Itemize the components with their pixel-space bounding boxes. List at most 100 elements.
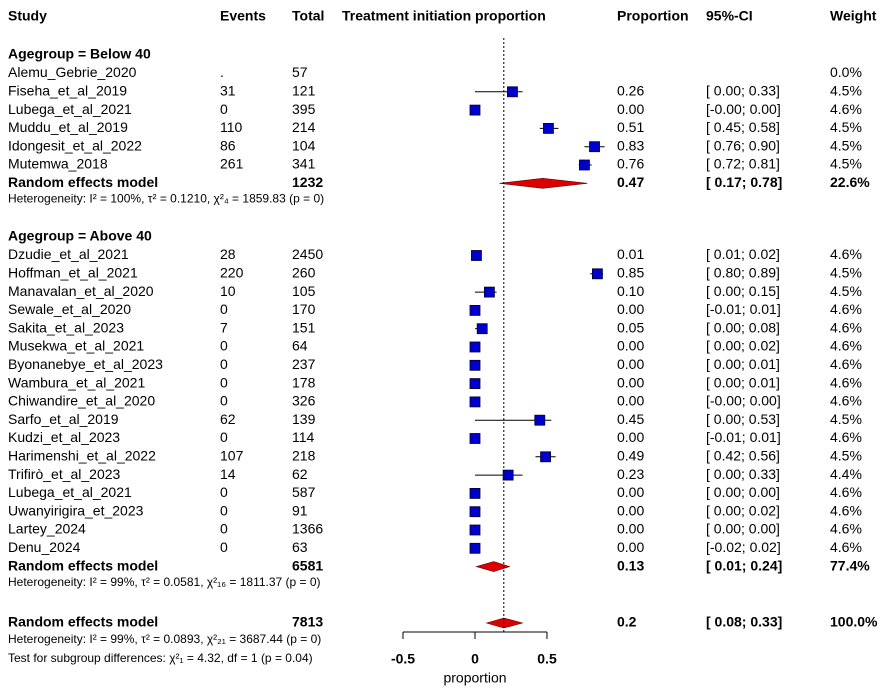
- total: 104: [292, 137, 316, 153]
- proportion: 0.10: [617, 283, 644, 299]
- events: 0: [220, 539, 228, 555]
- ci: [ 0.00; 0.02]: [706, 338, 780, 354]
- study-name: Lartey_2024: [8, 521, 86, 537]
- proportion: 0.23: [617, 466, 644, 482]
- proportion: 0.83: [617, 137, 644, 153]
- weight: 4.5%: [830, 283, 862, 299]
- weight: 4.5%: [830, 137, 862, 153]
- weight: 4.5%: [830, 83, 862, 99]
- events: 220: [220, 265, 244, 281]
- ci: [-0.01; 0.01]: [706, 301, 781, 317]
- weight: 4.6%: [830, 539, 862, 555]
- events: 0: [220, 374, 228, 390]
- study-name: Harimenshi_et_al_2022: [8, 448, 156, 464]
- proportion: 0.2: [617, 614, 637, 630]
- ci: [ 0.08; 0.33]: [706, 614, 782, 630]
- x-tick-label: 0: [471, 651, 479, 667]
- total: 121: [292, 83, 316, 99]
- weight: 4.6%: [830, 484, 862, 500]
- total: 587: [292, 484, 316, 500]
- heterogeneity: Heterogeneity: I² = 99%, τ² = 0.0581, χ²…: [8, 575, 321, 589]
- total: 178: [292, 374, 316, 390]
- study-box: [469, 359, 481, 371]
- weight: 22.6%: [830, 174, 870, 190]
- study-name: Random effects model: [8, 174, 158, 190]
- weight: 4.5%: [830, 265, 862, 281]
- heterogeneity: Heterogeneity: I² = 99%, τ² = 0.0893, χ²…: [8, 632, 321, 646]
- total: 237: [292, 356, 316, 372]
- ci: [ 0.01; 0.02]: [706, 246, 780, 262]
- study-box: [469, 341, 481, 353]
- study-box: [592, 268, 603, 280]
- proportion: 0.00: [617, 393, 644, 409]
- proportion: 0.01: [617, 246, 644, 262]
- study-box: [469, 104, 481, 116]
- events: 86: [220, 137, 236, 153]
- ci: [ 0.00; 0.33]: [706, 83, 780, 99]
- column-header: Events: [220, 8, 266, 24]
- proportion: 0.00: [617, 301, 644, 317]
- total: 105: [292, 283, 316, 299]
- study-name: Uwanyirigira_et_2023: [8, 502, 144, 518]
- study-box: [502, 469, 514, 481]
- weight: 4.4%: [830, 466, 862, 482]
- weight: 0.0%: [830, 64, 862, 80]
- proportion: 0.00: [617, 539, 644, 555]
- proportion: 0.00: [617, 521, 644, 537]
- study-name: Mutemwa_2018: [8, 156, 108, 172]
- proportion: 0.85: [617, 265, 644, 281]
- weight: 4.5%: [830, 119, 862, 135]
- total: 151: [292, 319, 316, 335]
- weight: 4.6%: [830, 301, 862, 317]
- proportion: 0.00: [617, 484, 644, 500]
- events: 14: [220, 466, 236, 482]
- study-box: [469, 487, 481, 499]
- events: 0: [220, 101, 228, 117]
- study-name: Lubega_et_al_2021: [8, 484, 132, 500]
- proportion: 0.49: [617, 448, 644, 464]
- study-box: [469, 396, 481, 408]
- ci: [ 0.00; 0.53]: [706, 411, 780, 427]
- total: 91: [292, 502, 308, 518]
- study-name: Kudzi_et_al_2023: [8, 429, 120, 445]
- study-box: [483, 286, 495, 298]
- total: 326: [292, 393, 316, 409]
- ci: [ 0.00; 0.15]: [706, 283, 780, 299]
- events: 10: [220, 283, 236, 299]
- total: 214: [292, 119, 316, 135]
- events: 110: [220, 119, 243, 135]
- study-name: Byonanebye_et_al_2023: [8, 356, 163, 372]
- weight: 4.6%: [830, 356, 862, 372]
- study-box: [469, 524, 481, 536]
- events: 0: [220, 393, 228, 409]
- ci: [ 0.01; 0.24]: [706, 557, 782, 573]
- events: 107: [220, 448, 244, 464]
- proportion: 0.05: [617, 319, 644, 335]
- proportion: 0.00: [617, 338, 644, 354]
- study-box: [469, 433, 481, 444]
- group-header: Agegroup = Below 40: [8, 46, 151, 62]
- study-name: Sewale_et_al_2020: [8, 301, 131, 317]
- study-name: Musekwa_et_al_2021: [8, 338, 144, 354]
- ci: [-0.01; 0.01]: [706, 429, 781, 445]
- study-name: Trifirò_et_al_2023: [8, 466, 121, 482]
- study-name: Fiseha_et_al_2019: [8, 83, 127, 99]
- proportion: 0.76: [617, 156, 644, 172]
- pooled-diamond: [499, 177, 588, 189]
- total: 62: [292, 466, 308, 482]
- x-tick-label: 0.5: [537, 651, 557, 667]
- events: 31: [220, 83, 236, 99]
- total: 1232: [292, 174, 323, 190]
- study-name: Random effects model: [8, 614, 158, 630]
- events: 0: [220, 502, 228, 518]
- weight: 4.6%: [830, 393, 862, 409]
- total: 64: [292, 338, 308, 354]
- column-header: Treatment initiation proportion: [342, 8, 546, 24]
- proportion: 0.00: [617, 356, 644, 372]
- study-name: Alemu_Gebrie_2020: [8, 64, 137, 80]
- ci: [-0.00; 0.00]: [706, 101, 781, 117]
- column-header: Study: [8, 8, 47, 24]
- weight: 4.6%: [830, 338, 862, 354]
- weight: 4.5%: [830, 156, 862, 172]
- total: 114: [292, 429, 315, 445]
